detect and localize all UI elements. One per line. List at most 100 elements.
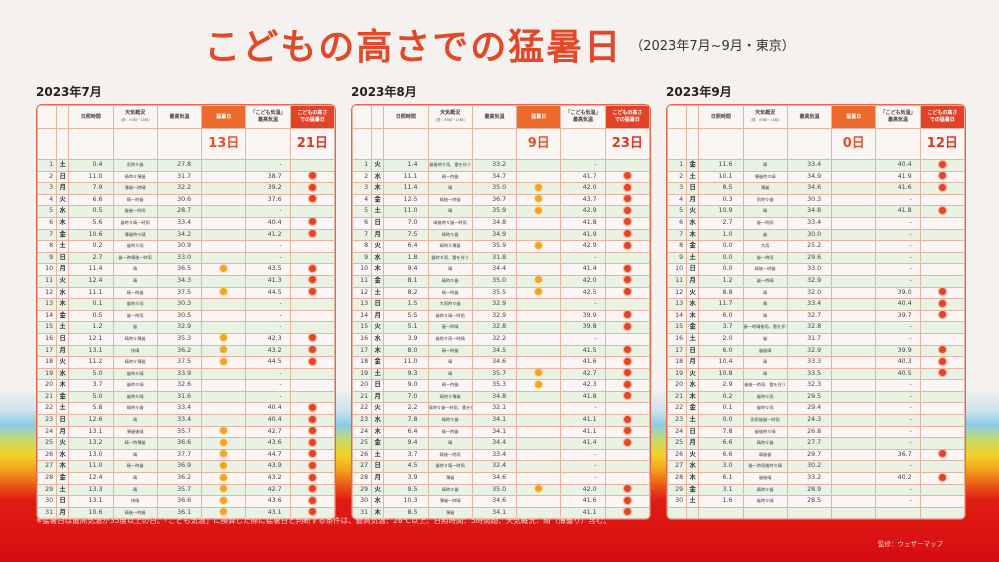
kodomo-mosho-cell [289,298,335,311]
max-temp-cell: 35.0 [471,483,518,497]
kodomo-total: 21日 [289,128,335,160]
kodomo-mosho-cell [604,448,650,462]
kodomo-mosho-cell [289,460,335,474]
day-cell: 10 [37,263,58,276]
max-temp-cell: 29.7 [786,448,833,462]
kodomo-temp-cell: 41.1 [560,425,606,439]
sunshine-cell: 8.5 [383,506,429,520]
max-temp-cell: 28.9 [786,483,833,497]
sunshine-cell: 5.1 [383,321,429,334]
weekday-cell: 木 [686,309,700,323]
table-row: 29 金 3.1 晴時々曇 28.9 - [667,483,965,497]
sun-red-icon [938,206,946,214]
sunshine-cell: 0.2 [698,390,744,404]
mosho-cell [831,402,877,416]
max-temp-cell: 30.0 [786,228,833,242]
mosho-cell [201,170,247,184]
kodomo-mosho-cell [289,274,335,288]
sun-orange-icon [535,369,543,377]
sunshine-cell: 13.1 [68,495,114,508]
table-row: 17 月 13.1 快晴 36.2 43.2 [37,344,335,358]
sunshine-cell: 5.8 [68,402,114,416]
sunshine-cell: 10.8 [698,367,744,381]
weather-cell: 晴一時曇 [112,193,158,207]
sun-red-icon [623,195,631,203]
weather-cell: 晴一時薄曇 [112,437,158,450]
table-row: 16 水 3.9 曇時々雨一時晴 32.2 - [352,332,650,346]
kodomo-mosho-cell [919,379,965,392]
kodomo-mosho-cell [289,495,335,508]
weekday-cell: 水 [686,216,700,230]
mosho-cell [201,332,247,346]
sunshine-cell: 3.9 [383,472,429,485]
sunshine-cell: 5.5 [383,309,429,323]
max-temp-cell: 24.3 [786,414,833,427]
weekday-cell: 月 [371,472,385,485]
day-cell: 3 [37,182,58,195]
day-cell: 4 [667,193,688,207]
day-cell: 24 [352,425,373,439]
kodomo-mosho-cell [604,240,650,253]
kodomo-mosho-cell [919,495,965,508]
mosho-cell [831,356,877,369]
kodomo-temp-cell: 42.0 [560,274,606,288]
table-row: 15 火 5.1 曇一時晴 32.8 39.8 [352,321,650,334]
max-temp-cell: 33.4 [786,159,833,172]
mosho-cell [516,309,562,323]
sun-red-icon [938,160,946,168]
kodomo-mosho-cell [604,414,650,427]
kodomo-mosho-cell [919,414,965,427]
weekday-cell: 火 [686,367,700,381]
day-cell: 27 [37,460,58,474]
sunshine-cell: 3.1 [698,483,744,497]
kodomo-mosho-cell [604,425,650,439]
weather-cell: 曇時々晴 [742,495,788,508]
max-temp-cell: 35.0 [471,182,518,195]
day-cell: 13 [667,298,688,311]
weather-cell: 曇時々晴 [112,367,158,381]
sun-orange-icon [535,380,543,388]
weekday-cell: 火 [686,286,700,300]
weather-cell: 薄曇 [427,506,473,520]
month-label: 2023年7月 [36,85,102,99]
mosho-cell [201,506,247,520]
max-temp-cell: 33.3 [786,356,833,369]
sunshine-cell: 0.5 [68,205,114,218]
mosho-cell [201,251,247,265]
day-cell: 17 [37,344,58,358]
weekday-cell: 月 [686,356,700,369]
kodomo-mosho-cell [919,437,965,450]
day-cell: 24 [667,425,688,439]
table-row: 19 水 5.0 曇時々晴 33.9 - [37,367,335,381]
table-row: 12 土 8.2 晴一時曇 35.5 42.5 [352,286,650,300]
sunshine-cell: 2.7 [698,216,744,230]
kodomo-mosho-cell [604,182,650,195]
mosho-cell [201,472,247,485]
kodomo-mosho-cell [919,321,965,334]
kodomo-temp-cell: - [875,390,921,404]
sun-red-icon [623,288,631,296]
kodomo-mosho-cell [919,205,965,218]
mosho-cell [201,240,247,253]
month-table: 日照時間 天気概況 (昼：06時~18時) 最高気温 猛暑日 「こども気温」 最高気… [667,105,965,520]
sunshine-cell: 12.1 [68,332,114,346]
kodomo-temp-cell: - [875,240,921,253]
kodomo-temp-cell: - [875,483,921,497]
sun-red-icon [623,264,631,272]
kodomo-temp-cell: - [875,495,921,508]
sunshine-cell: 6.6 [698,437,744,450]
day-cell: 27 [352,460,373,474]
kodomo-temp-cell: 42.3 [245,332,291,346]
kodomo-mosho-cell [289,402,335,416]
kodomo-temp-cell: 41.9 [875,170,921,184]
sunshine-cell: 6.4 [383,240,429,253]
sunshine-cell: 8.8 [698,286,744,300]
sun-orange-icon [220,288,228,296]
sunshine-cell: 11.1 [383,170,429,184]
weather-cell: 晴後一時雨 [427,448,473,462]
day-cell: 1 [667,159,688,172]
max-temp-cell: 36.2 [156,344,203,358]
weekday-cell: 金 [56,390,70,404]
weather-cell: 大雨時々曇 [427,298,473,311]
weekday-cell: 月 [371,390,385,404]
